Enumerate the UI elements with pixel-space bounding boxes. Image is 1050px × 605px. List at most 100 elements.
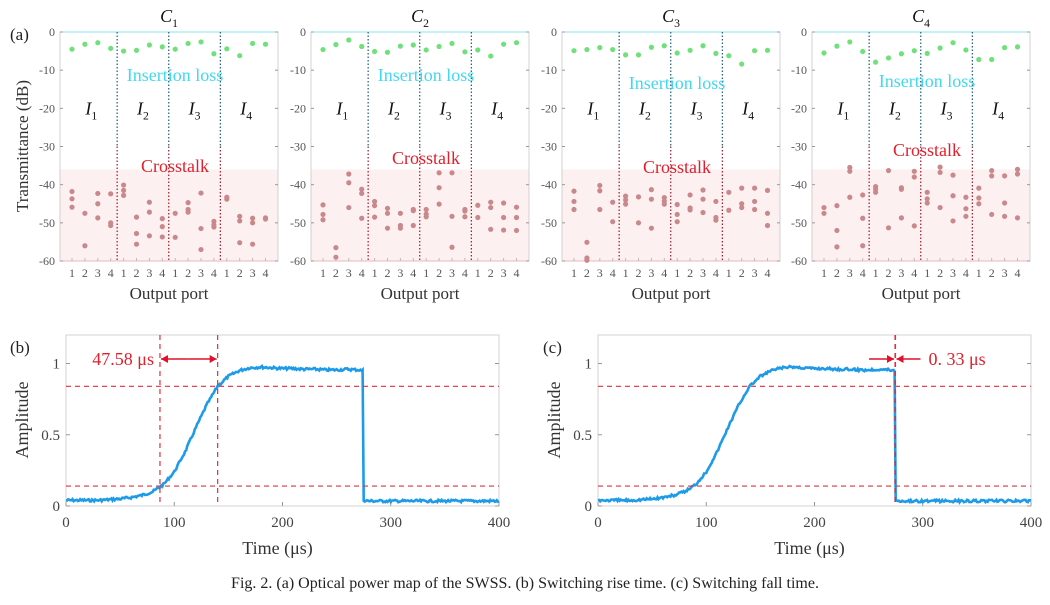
crosstalk-point (834, 227, 840, 234)
y-tick-label: 0.5 (573, 428, 592, 444)
y-tick-label: -60 (791, 254, 807, 268)
crosstalk-point (185, 200, 191, 206)
insertion-loss-point (449, 40, 455, 47)
x-tick-label: 300 (380, 515, 403, 531)
crosstalk-point (976, 201, 982, 207)
port-label: 4 (860, 266, 866, 280)
y-tick-label: -40 (791, 178, 807, 192)
switching-panel-rise: 0 100 200 300 400 0 0.5 1 Time (μs) Amplitude 47.5… (12, 334, 511, 559)
crosstalk-point (623, 201, 629, 207)
fall-time-annotation: 0. 33 μs (928, 349, 985, 369)
crosstalk-label: Crosstalk (893, 140, 961, 160)
input-group-label-4: I4 (741, 98, 754, 122)
y-axis-label: Transmittance (dB) (13, 80, 32, 212)
y-tick-label: -40 (39, 178, 55, 192)
power-map-panel-2: 0-10-20-30-40-50-601 2 3 4 1 2 3 4 1 2 3 4 1 2 3 4Outpu… (290, 6, 530, 303)
fall-time-arrow-right-head (896, 355, 904, 363)
crosstalk-region (562, 169, 780, 261)
port-label: 4 (610, 266, 616, 280)
crosstalk-point (384, 205, 391, 211)
input-group-label-2: I2 (136, 98, 149, 122)
crosstalk-point (924, 200, 930, 206)
crosstalk-point (159, 234, 165, 240)
rise-time-arrow-head (209, 355, 217, 363)
crosstalk-point (320, 211, 326, 218)
insertion-loss-point (333, 41, 339, 48)
crosstalk-point (950, 218, 956, 224)
port-label: 1 (623, 266, 629, 280)
y-tick-label: -20 (791, 101, 807, 115)
crosstalk-point (449, 213, 455, 219)
crosstalk-point (488, 204, 494, 211)
crosstalk-point (623, 193, 629, 199)
crosstalk-point (449, 170, 455, 176)
insertion-loss-point (739, 61, 745, 67)
port-label: 2 (134, 266, 140, 280)
port-label: 4 (359, 266, 365, 280)
crosstalk-point (584, 239, 590, 245)
port-label: 3 (752, 266, 758, 280)
port-label: 2 (185, 266, 191, 280)
crosstalk-point (764, 222, 771, 229)
x-tick-label: 100 (695, 515, 718, 531)
x-tick-label: 400 (488, 515, 511, 531)
port-label: 3 (597, 266, 603, 280)
y-tick-label: -40 (541, 178, 557, 192)
crosstalk-point (224, 196, 230, 202)
y-tick-label: -10 (39, 63, 55, 77)
crosstalk-point (237, 218, 243, 224)
crosstalk-point (513, 227, 520, 234)
crosstalk-point (847, 168, 853, 174)
crosstalk-point (726, 207, 732, 213)
y-tick-label: -20 (290, 101, 306, 115)
port-label: 4 (108, 266, 114, 280)
port-label: 4 (514, 266, 520, 280)
port-label: 1 (224, 266, 230, 280)
insertion-loss-point (262, 41, 269, 47)
x-axis-label: Time (μs) (242, 538, 313, 559)
x-axis-label: Time (μs) (774, 538, 845, 559)
x-tick-label: 200 (271, 515, 294, 531)
crosstalk-point (82, 210, 88, 216)
insertion-loss-point (963, 47, 969, 53)
insertion-loss-point (885, 55, 892, 61)
port-label: 1 (475, 266, 481, 280)
crosstalk-point (95, 190, 101, 197)
crosstalk-point (372, 214, 378, 220)
crosstalk-point (648, 225, 655, 231)
crosstalk-point (501, 227, 507, 233)
crosstalk-point (847, 164, 853, 171)
crosstalk-point (911, 223, 917, 229)
insertion-loss-point (661, 43, 667, 49)
crosstalk-label: Crosstalk (643, 157, 711, 177)
crosstalk-point (133, 241, 140, 247)
x-tick-label: 400 (1020, 515, 1043, 531)
crosstalk-point (384, 225, 391, 231)
crosstalk-point (635, 194, 642, 200)
port-label: 2 (488, 266, 494, 280)
crosstalk-point (133, 230, 140, 237)
amplitude-curve (65, 364, 500, 505)
crosstalk-point (571, 188, 577, 194)
port-label: 1 (372, 266, 378, 280)
panel-label-c: (c) (543, 338, 562, 357)
port-label: 3 (700, 266, 706, 280)
crosstalk-point (146, 209, 152, 215)
crosstalk-point (937, 164, 943, 170)
insertion-loss-point (597, 45, 603, 51)
input-group-label-3: I3 (188, 98, 201, 122)
port-label: 1 (976, 266, 982, 280)
crosstalk-point (937, 169, 943, 176)
port-label: 3 (397, 266, 403, 280)
crosstalk-point (571, 206, 577, 213)
port-label: 4 (661, 266, 667, 280)
amplitude-curve (597, 364, 1032, 505)
insertion-loss-point (185, 40, 191, 47)
crosstalk-point (462, 214, 468, 220)
y-tick-label: -50 (39, 216, 55, 230)
y-tick-label: -40 (290, 178, 306, 192)
port-label: 1 (821, 266, 827, 280)
port-label: 1 (726, 266, 732, 280)
port-label: 2 (739, 266, 745, 280)
port-label: 3 (950, 266, 956, 280)
